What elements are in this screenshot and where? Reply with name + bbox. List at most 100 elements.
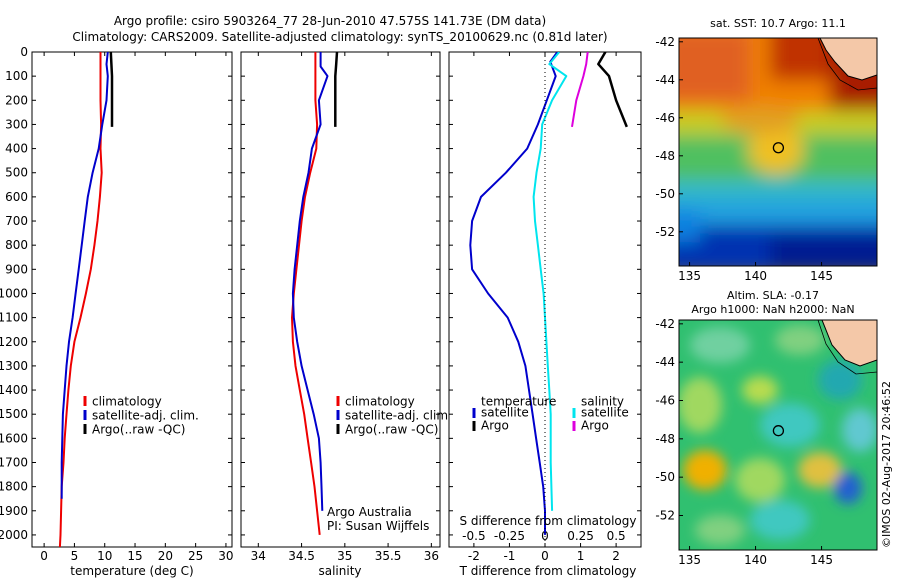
y-tick-label: 1300 [0,359,28,373]
lat-tick-label: -52 [655,225,675,239]
legend-climatology: climatology [92,395,162,409]
y-tick-label: 1500 [0,407,28,421]
lat-tick-label: -48 [655,432,675,446]
lat-tick-label: -50 [655,187,675,201]
x-tick-label: 10 [97,549,112,563]
lat-tick-label: -42 [655,317,675,331]
lat-tick-label: -44 [655,73,675,87]
legend-climatology: climatology [345,395,415,409]
y-tick-label: 400 [5,142,28,156]
sst-map-field [679,38,877,266]
series-line [334,52,339,127]
difference-x-ticks: -2 -1 0 1 2 [468,52,620,563]
x-tick-label: 15 [127,549,142,563]
sla-map-argo-marker [772,425,785,437]
salinity-x-label: salinity [318,564,361,578]
sla-map-title-line1: Altim. SLA: -0.17 [727,289,819,302]
temperature-x-label: temperature (deg C) [70,564,193,578]
legend-t-argo: Argo [481,419,509,433]
sla-map-frame [678,319,878,551]
lat-tick-label: -48 [655,149,675,163]
series-line [571,52,589,128]
difference-series [469,52,628,547]
sst-map-title: sat. SST: 10.7 Argo: 11.1 [710,17,846,30]
salinity-y-ticks [241,51,440,536]
x-tick-label: -1 [503,549,515,563]
y-tick-label: 2000 [0,528,28,542]
figure-title-line2: Climatology: CARS2009. Satellite-adjuste… [72,30,607,44]
legend-s-argo: Argo [581,419,609,433]
lon-tick-label: 140 [744,269,767,283]
legend-argo: Argo(..raw -QC) [345,423,438,437]
series-line [109,52,114,127]
difference-legend: temperature satellite Argo salinity sate… [472,395,629,433]
series-line [532,52,568,511]
annotation-pi: PI: Susan Wijffels [327,519,429,533]
x-tick-label: 1 [577,549,585,563]
sla-map-ticks: -42 -44 -46 -48 -50 -52 135 140 145 [655,317,833,567]
sst-map-argo-marker [772,142,785,154]
y-tick-label: 300 [5,117,28,131]
lat-tick-label: -50 [655,470,675,484]
sst-map: sat. SST: 10.7 Argo: 11.1 -4 [655,17,878,283]
s-tick-label: 0.5 [607,529,626,543]
series-line [597,52,628,128]
t-difference-axis-label: T difference from climatology [459,564,637,578]
x-tick-label: 2 [612,549,620,563]
x-tick-label: 34.5 [288,549,315,563]
y-tick-label: 1600 [0,431,28,445]
y-tick-label: 1700 [0,455,28,469]
y-tick-label: 1900 [0,504,28,518]
series-line [291,52,321,536]
sla-map-title-line2: Argo h1000: NaN h2000: NaN [691,303,854,316]
lon-tick-label: 145 [810,553,833,567]
x-tick-label: 35 [337,549,352,563]
legend-satellite: satellite-adj. clim. [345,409,452,423]
series-line [291,52,329,511]
y-tick-label: 700 [5,214,28,228]
y-tick-label: 1800 [0,480,28,494]
x-tick-label: 25 [188,549,203,563]
difference-panel: -2 -1 0 1 2 -0.5 -0.25 0 0.25 0.5 S difference f… [448,51,642,578]
y-tick-label: 200 [5,93,28,107]
annotation-argo-australia: Argo Australia [327,505,412,519]
imos-timestamp: ©IMOS 02-Aug-2017 20:46:52 [880,381,893,548]
temperature-x-ticks: 0 5 10 15 20 25 30 [40,52,234,563]
series-line [58,52,103,547]
x-tick-label: 0 [541,549,549,563]
x-tick-label: 0 [40,549,48,563]
y-tick-label: 1400 [0,383,28,397]
sla-map: Altim. SLA: -0.17 Argo h1000: NaN h2000:… [655,289,878,567]
lon-tick-label: 135 [678,269,701,283]
x-tick-label: -2 [468,549,480,563]
argo-location-marker [772,425,785,437]
legend-satellite: satellite-adj. clim. [92,409,199,423]
series-line [469,52,559,535]
salinity-x-ticks: 34 34.5 35 35.5 36 [251,52,439,563]
lat-tick-label: -52 [655,509,675,523]
y-tick-label: 500 [5,166,28,180]
sst-map-frame [678,37,878,267]
legend-t-satellite: satellite [481,406,529,420]
lon-tick-label: 135 [678,553,701,567]
lat-tick-label: -42 [655,35,675,49]
y-tick-label: 1200 [0,335,28,349]
lat-tick-label: -46 [655,111,675,125]
argo-location-marker [772,142,785,154]
y-tick-label: 900 [5,262,28,276]
s-tick-label: -0.5 [462,529,485,543]
salinity-legend: climatology satellite-adj. clim. Argo(..… [336,395,452,437]
x-tick-label: 36 [424,549,439,563]
x-tick-label: 20 [158,549,173,563]
temperature-panel: 0100200300400500600700800900100011001200… [0,45,234,578]
x-tick-label: 5 [71,549,79,563]
x-tick-label: 34 [251,549,266,563]
temperature-y-ticks: 0 100 200 300 400 500 600 700 800 900 1000 1100 1200… [0,45,232,542]
temperature-plot-frame [31,51,233,548]
y-tick-label: 0 [20,45,28,59]
s-tick-label: 0.25 [567,529,594,543]
legend-argo: Argo(..raw -QC) [92,423,185,437]
series-line [60,52,109,499]
temperature-legend: climatology satellite-adj. clim. Argo(..… [83,395,199,437]
